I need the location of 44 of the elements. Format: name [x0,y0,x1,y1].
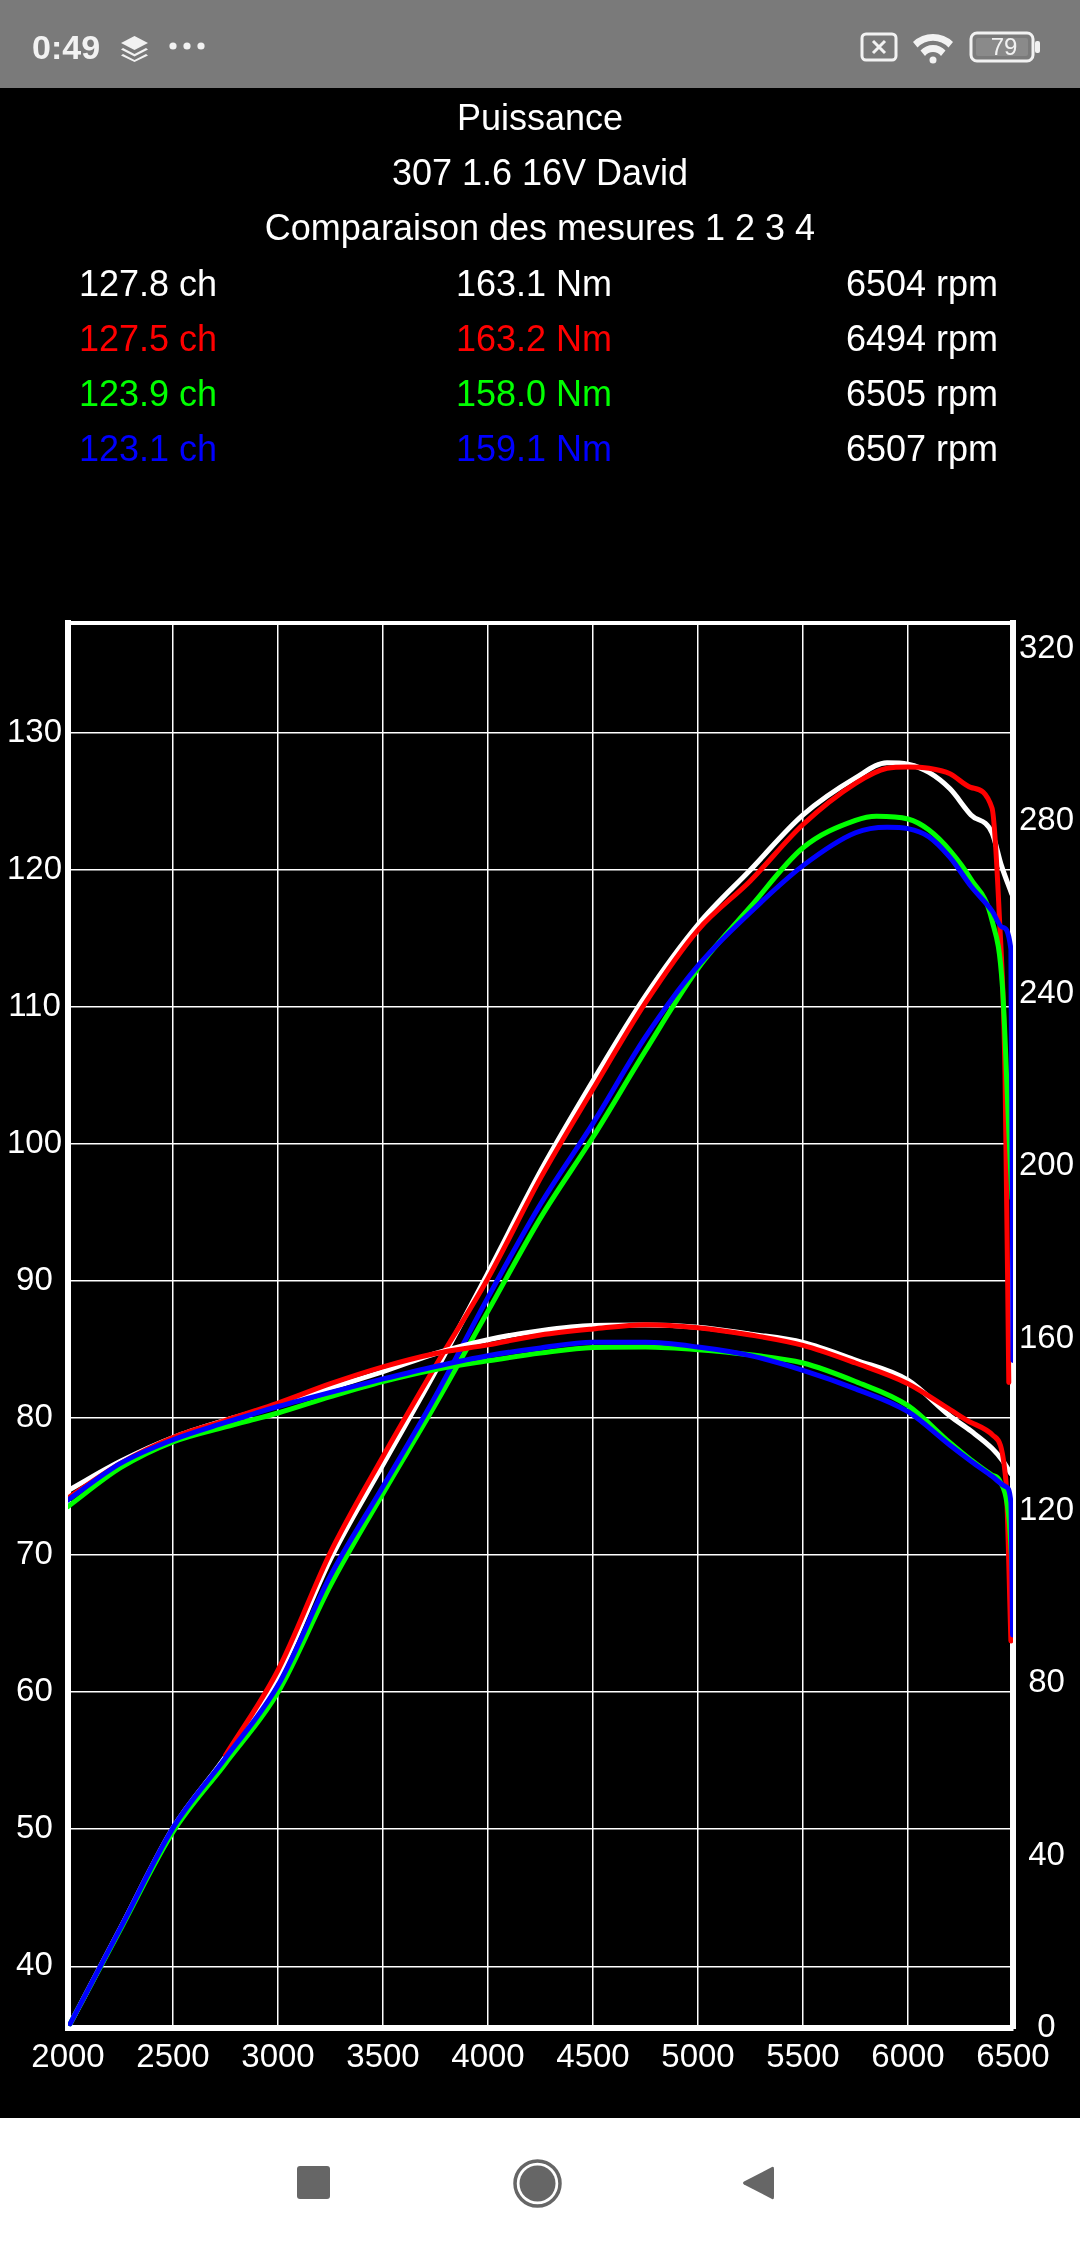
text: Comparaison des mesures 1 2 3 4 [263,207,817,249]
x-tick-label: 4500 [556,2036,630,2074]
text: 6494 rpm [846,318,999,360]
y-tick-label: 50 [16,1808,53,1846]
x-tick-label: 6000 [871,2036,945,2074]
y-tick-label: 70 [16,1534,53,1572]
y2-tick-label: 160 [1019,1317,1075,1355]
y2-tick-label: 240 [1019,972,1075,1010]
y2-tick-label: 320 [1019,627,1075,665]
y-tick-label: 130 [6,711,62,749]
text: 79 [989,33,1019,61]
y2-tick-label: 120 [1019,1489,1075,1527]
x-tick-label: 4000 [451,2036,525,2074]
y-tick-label: 110 [8,985,61,1023]
text: 6507 rpm [846,428,999,470]
text: 163.1 Nm [456,263,613,305]
x-tick-label: 5000 [661,2036,735,2074]
text: 159.1 Nm [456,428,613,470]
text: 0:49 [32,27,101,68]
y-tick-label: 100 [6,1122,62,1160]
text: 123.1 ch [79,428,218,470]
chart-subtitle: 307 1.6 16V David [390,152,690,194]
y2-tick-label: 200 [1019,1145,1075,1183]
text: 127.5 ch [79,318,218,360]
y-tick-label: 60 [16,1671,53,1709]
x-tick-label: 2500 [136,2036,210,2074]
text: 6505 rpm [846,373,999,415]
y2-tick-label: 80 [1028,1662,1065,1700]
y-tick-label: 40 [16,1945,53,1983]
text: 163.2 Nm [456,318,613,360]
x-tick-label: 5500 [766,2036,840,2074]
text: 6504 rpm [846,263,999,305]
y2-tick-label: 40 [1028,1834,1065,1872]
x-tick-label: 2000 [31,2036,105,2074]
text: 123.9 ch [79,373,218,415]
x-tick-label: 3000 [241,2036,315,2074]
y-tick-label: 90 [16,1260,53,1298]
text: 158.0 Nm [456,373,613,415]
text: 127.8 ch [79,263,218,305]
chart-title: Puissance [455,97,625,139]
x-tick-label: 3500 [346,2036,420,2074]
y-tick-label: 80 [16,1397,53,1435]
y2-tick-label: 280 [1019,800,1075,838]
y-tick-label: 120 [6,848,62,886]
